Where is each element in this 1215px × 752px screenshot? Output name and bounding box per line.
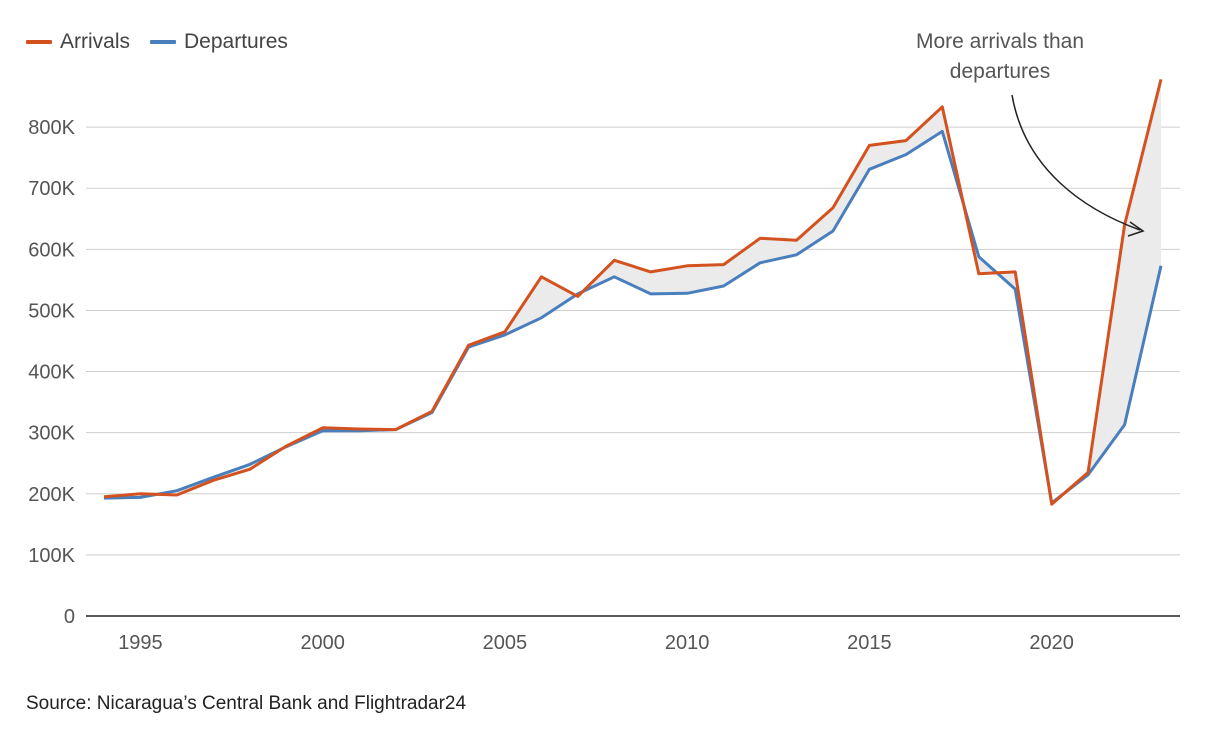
annotation-arrow [1011, 94, 1141, 231]
arrivals-line [103, 79, 1163, 506]
legend-item-arrivals: Arrivals [26, 30, 130, 54]
x-tick-label: 2000 [300, 632, 345, 654]
fill-between-area [104, 79, 1161, 505]
gridlines [86, 126, 1180, 556]
annotation-line-1: More arrivals than [916, 30, 1084, 53]
legend-label-departures: Departures [184, 30, 288, 53]
annotation: More arrivals than departures [916, 30, 1145, 237]
x-tick-label: 2015 [847, 632, 892, 654]
x-tick-labels: 1995 2000 2005 2010 2015 2020 [118, 632, 1074, 654]
departures-swatch [150, 40, 177, 44]
y-tick-label: 300K [28, 423, 75, 445]
departures-line [103, 129, 1163, 505]
y-tick-label: 100K [28, 545, 75, 567]
y-tick-label: 700K [28, 178, 75, 200]
annotation-line-2: departures [950, 60, 1050, 83]
y-tick-label: 400K [28, 362, 75, 384]
y-tick-label: 600K [28, 239, 75, 261]
y-tick-label: 0 [64, 606, 75, 628]
legend-item-departures: Departures [150, 30, 288, 54]
legend: Arrivals Departures [26, 30, 288, 54]
y-tick-label: 800K [28, 117, 75, 139]
legend-label-arrivals: Arrivals [60, 30, 131, 53]
y-tick-label: 500K [28, 300, 75, 322]
x-tick-label: 2005 [483, 632, 528, 654]
x-tick-label: 1995 [118, 632, 163, 654]
annotation-arrowhead-icon [1127, 221, 1145, 237]
x-tick-label: 2020 [1029, 632, 1074, 654]
arrivals-swatch [26, 40, 52, 44]
source-note: Source: Nicaragua’s Central Bank and Fli… [26, 693, 467, 714]
x-tick-label: 2010 [665, 632, 710, 654]
y-tick-label: 200K [28, 484, 75, 506]
y-tick-labels: 0 100K 200K 300K 400K 500K 600K 700K 800K [28, 117, 75, 628]
